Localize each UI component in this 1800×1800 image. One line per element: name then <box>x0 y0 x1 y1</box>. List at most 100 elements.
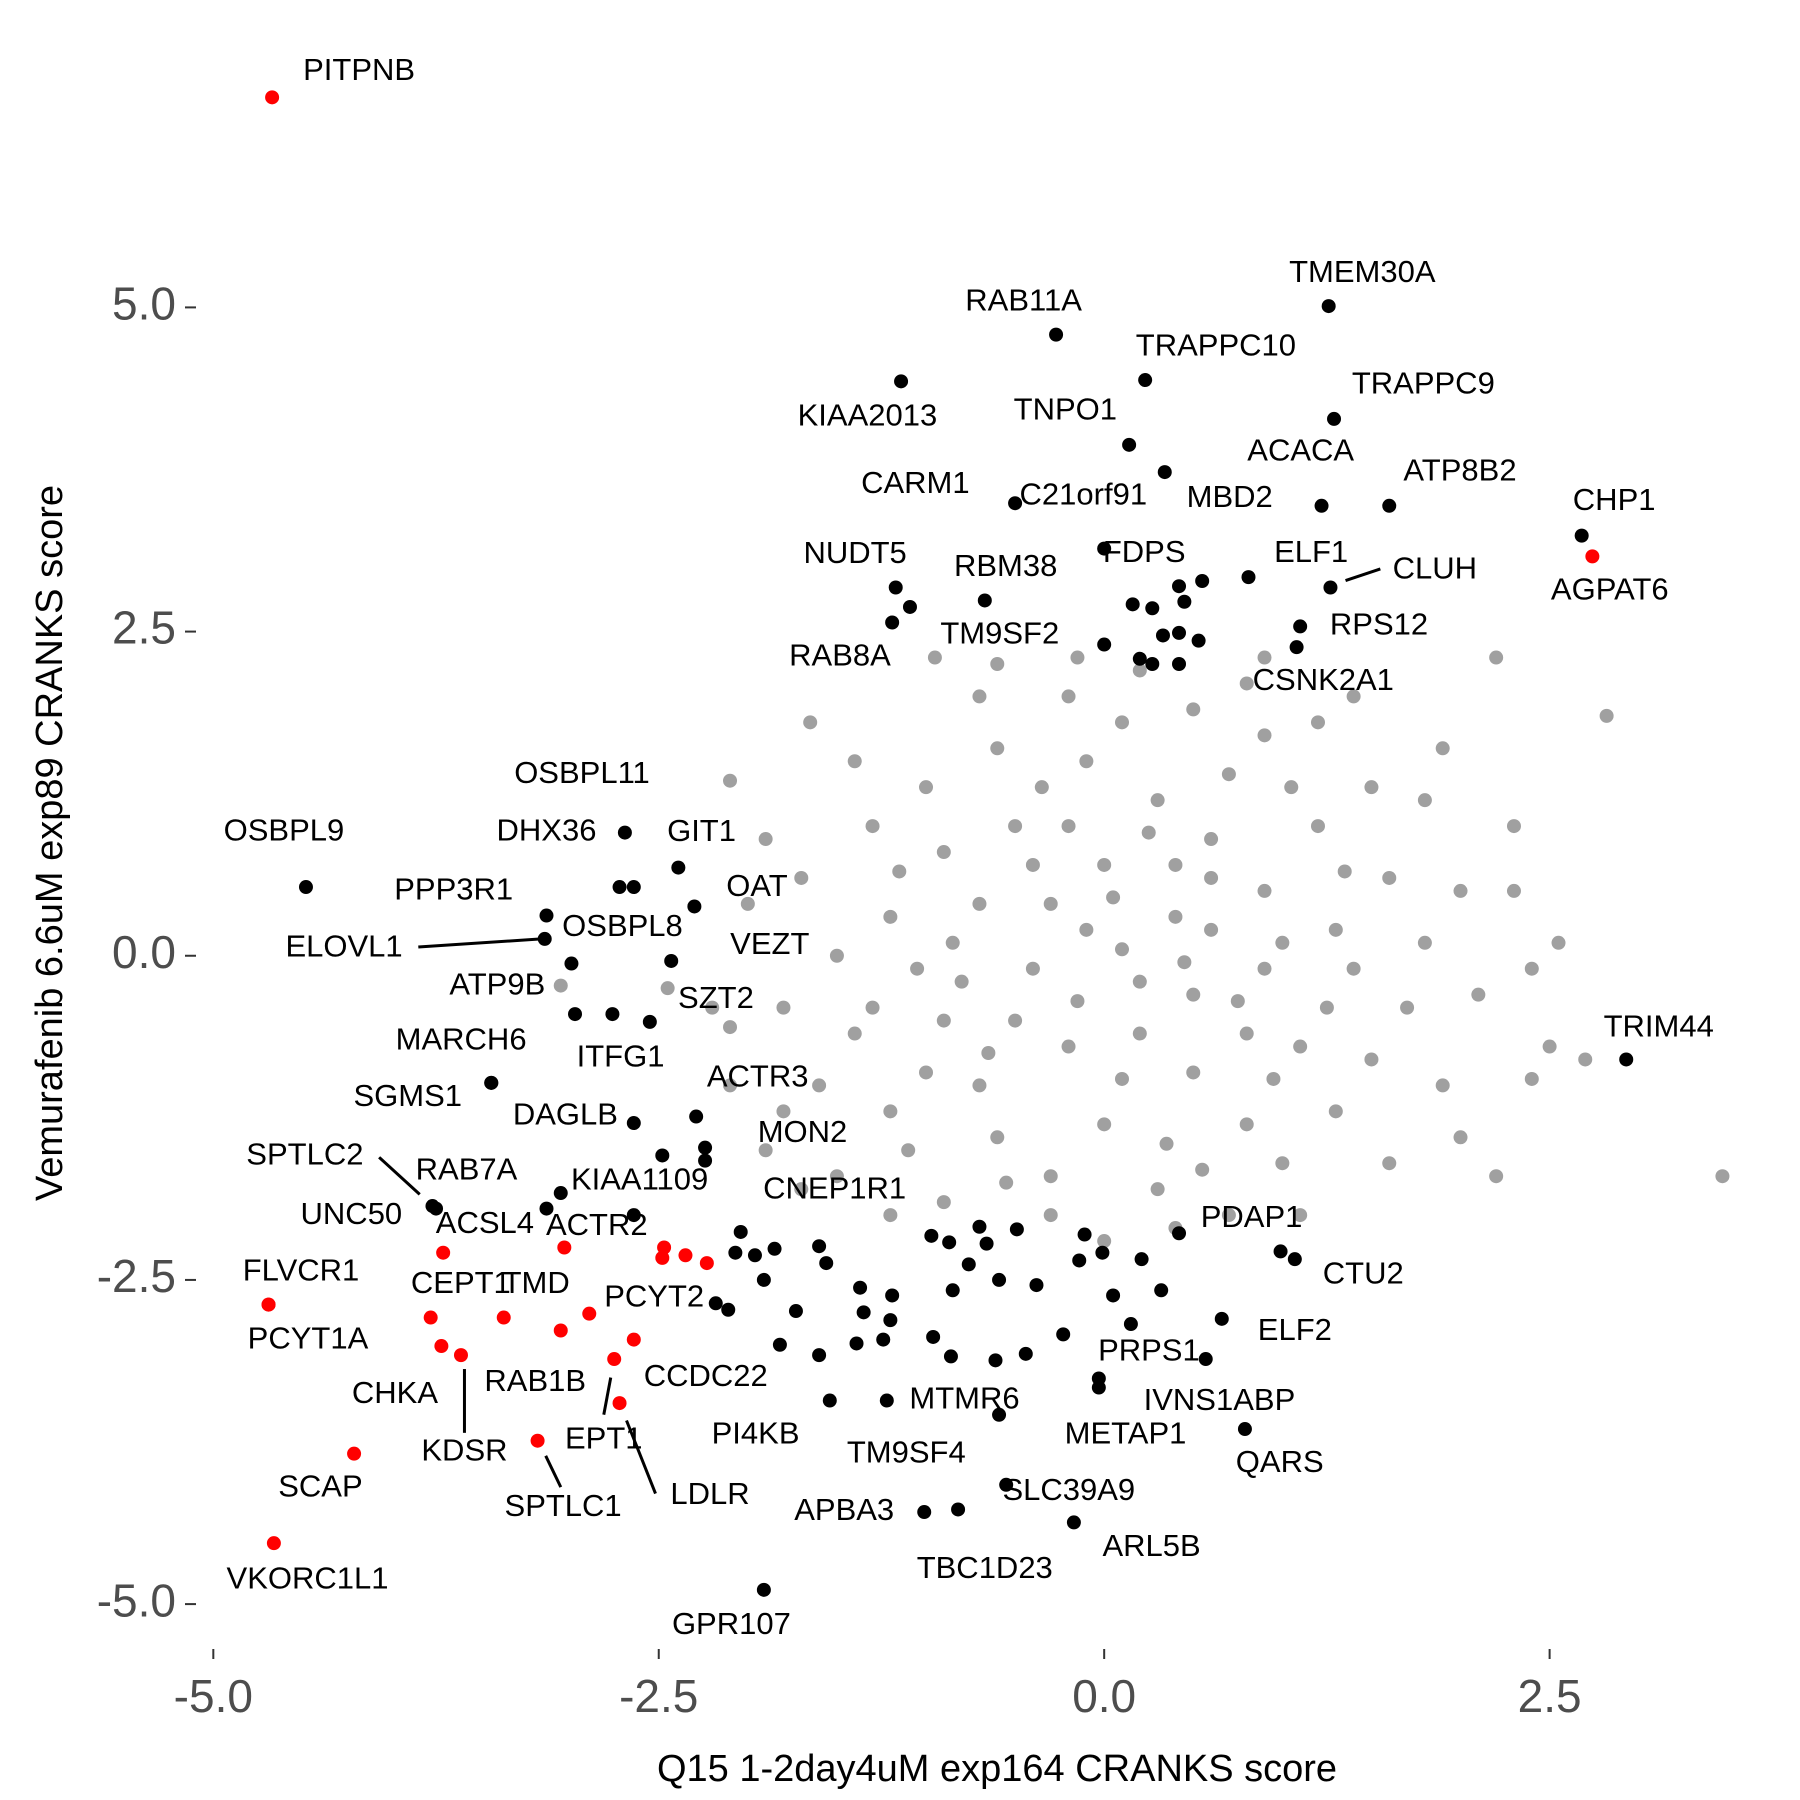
point <box>1195 574 1210 589</box>
point <box>1578 1052 1593 1067</box>
point <box>894 374 909 389</box>
point <box>776 1104 791 1119</box>
point <box>747 1248 762 1263</box>
point <box>1191 633 1206 648</box>
point <box>1061 819 1076 834</box>
point <box>883 909 898 924</box>
point <box>626 1116 641 1131</box>
point <box>999 1477 1014 1492</box>
point <box>919 1065 934 1080</box>
point <box>951 1502 966 1517</box>
point <box>721 1302 736 1317</box>
point-label: SCAP <box>278 1469 362 1504</box>
point <box>977 593 992 608</box>
point <box>605 1007 620 1022</box>
point-label: CARM1 <box>861 465 970 500</box>
point-label: GIT1 <box>667 813 736 848</box>
point-label: GPR107 <box>672 1606 791 1641</box>
point <box>1043 896 1058 911</box>
point <box>822 1393 837 1408</box>
point <box>1266 1071 1281 1086</box>
point <box>1417 793 1432 808</box>
point <box>1122 437 1137 452</box>
point <box>266 1536 281 1551</box>
point <box>723 773 738 788</box>
point <box>1061 689 1076 704</box>
point <box>1453 1130 1468 1145</box>
point <box>539 1201 554 1216</box>
point <box>849 1336 864 1351</box>
point <box>1070 650 1085 665</box>
point-label: KDSR <box>421 1433 507 1468</box>
point <box>979 1236 994 1251</box>
point <box>972 1078 987 1093</box>
point-label: MTMR6 <box>909 1381 1019 1416</box>
point-label: LDLR <box>670 1476 749 1511</box>
point-label: OAT <box>726 868 787 903</box>
point <box>698 1140 713 1155</box>
point-label: CHP1 <box>1573 482 1656 517</box>
point <box>1506 883 1521 898</box>
point-label: SZT2 <box>678 980 754 1015</box>
point-label: ARL5B <box>1102 1528 1200 1563</box>
point <box>972 1219 987 1234</box>
point <box>853 1280 868 1295</box>
point <box>883 1208 898 1223</box>
point-label: TBC1D23 <box>917 1550 1053 1585</box>
point <box>865 819 880 834</box>
point <box>1106 1288 1121 1303</box>
point-label: TM9SF4 <box>847 1434 966 1469</box>
point <box>539 908 554 923</box>
point-label: QARS <box>1236 1444 1324 1479</box>
point <box>1257 650 1272 665</box>
point <box>1154 1283 1169 1298</box>
point <box>772 1337 787 1352</box>
point <box>756 1272 771 1287</box>
point <box>1221 767 1236 782</box>
point <box>530 1433 545 1448</box>
x-tick-label: 2.5 <box>1518 1670 1582 1722</box>
point <box>990 1130 1005 1145</box>
point <box>1077 1227 1092 1242</box>
point <box>1132 663 1147 678</box>
point <box>1321 299 1336 314</box>
point <box>689 1109 704 1124</box>
point-label: UNC50 <box>301 1196 403 1231</box>
point <box>733 1224 748 1239</box>
point <box>936 845 951 860</box>
point <box>1275 935 1290 950</box>
point-label: KIAA1109 <box>571 1162 708 1197</box>
point <box>723 1078 738 1093</box>
point <box>705 1000 720 1015</box>
point <box>740 896 755 911</box>
point <box>1585 549 1600 564</box>
point-label: CSNK2A1 <box>1253 662 1394 697</box>
point <box>972 689 987 704</box>
point <box>655 1250 670 1265</box>
point-label: RAB1B <box>484 1363 586 1398</box>
x-tick-label: -5.0 <box>174 1670 253 1722</box>
point <box>298 880 313 895</box>
point-label: FDPS <box>1103 534 1186 569</box>
point <box>582 1306 597 1321</box>
point <box>990 741 1005 756</box>
point <box>655 1148 670 1163</box>
point <box>1204 922 1219 937</box>
point <box>347 1446 362 1461</box>
point <box>1008 1013 1023 1028</box>
point <box>423 1310 438 1325</box>
point <box>1106 890 1121 905</box>
point <box>999 1175 1014 1190</box>
point-label: TRAPPC10 <box>1136 328 1296 363</box>
point-label: ATP9B <box>449 966 545 1001</box>
point <box>885 615 900 630</box>
point-label: SPTLC2 <box>246 1136 363 1171</box>
point <box>1114 942 1129 957</box>
point <box>1524 1071 1539 1086</box>
point-label: SPTLC1 <box>505 1488 622 1523</box>
point <box>1043 1169 1058 1184</box>
point <box>728 1245 743 1260</box>
point <box>1542 1039 1557 1054</box>
point <box>626 1332 641 1347</box>
